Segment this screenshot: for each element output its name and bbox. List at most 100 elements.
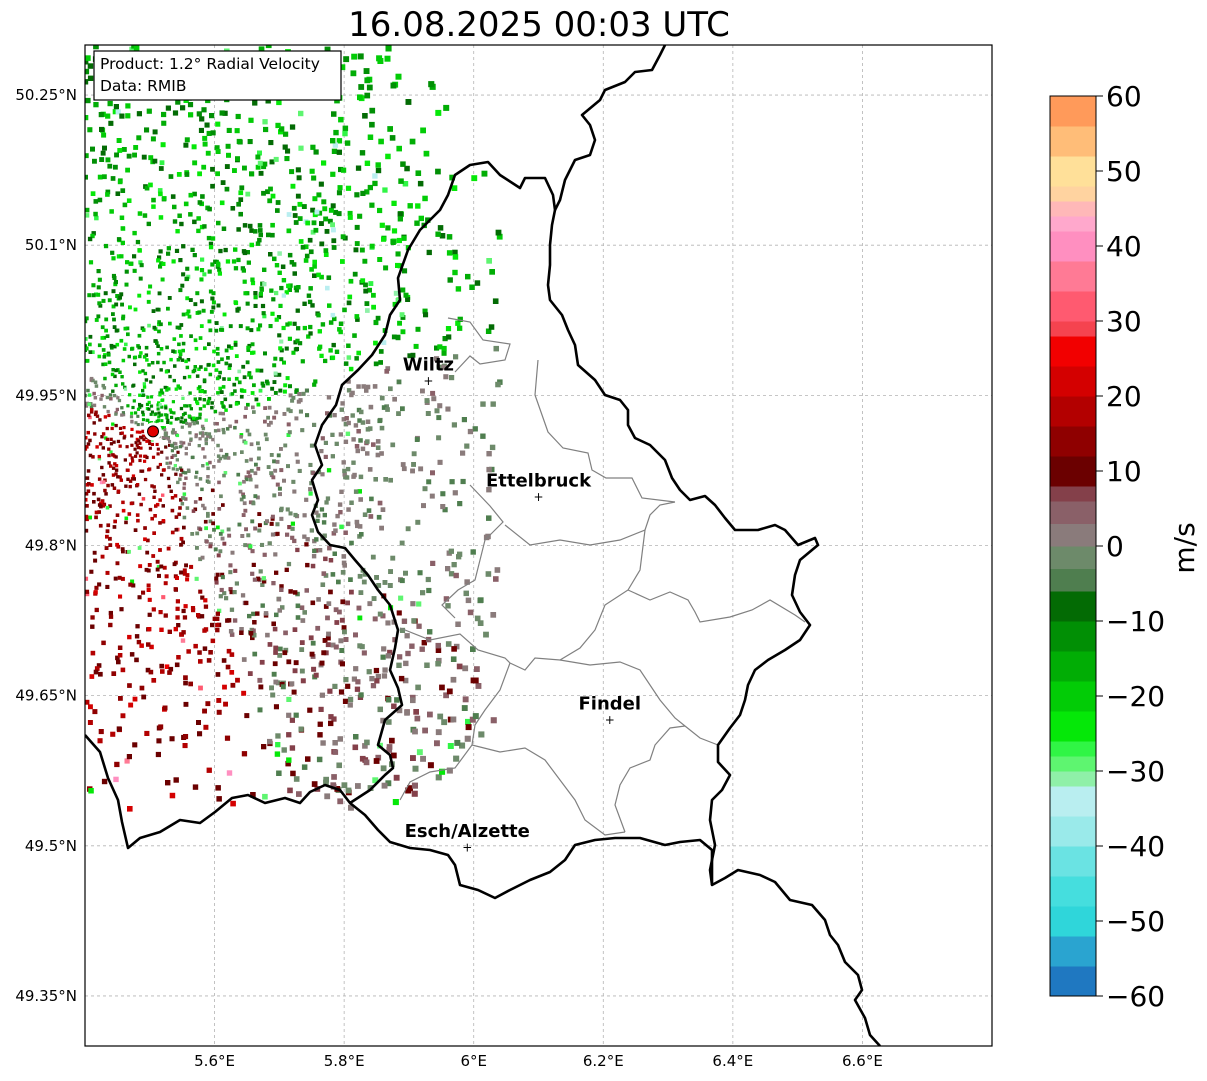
map-panel[interactable]: +Wiltz+Ettelbruck+Findel+Esch/Alzette Pr…	[83, 42, 993, 1047]
velocity-pixel	[100, 465, 104, 470]
velocity-pixel	[381, 646, 387, 652]
velocity-pixel	[178, 386, 182, 390]
velocity-pixel	[113, 282, 118, 287]
velocity-pixel	[378, 360, 383, 365]
velocity-pixel	[187, 374, 192, 379]
velocity-pixel	[164, 574, 169, 579]
velocity-pixel	[185, 311, 190, 316]
velocity-pixel	[359, 644, 365, 650]
velocity-pixel	[348, 278, 354, 284]
velocity-pixel	[183, 604, 188, 609]
velocity-pixel	[174, 248, 180, 253]
velocity-pixel	[325, 642, 331, 648]
velocity-pixel	[321, 650, 327, 656]
velocity-pixel	[334, 620, 340, 625]
velocity-pixel	[411, 782, 418, 789]
velocity-pixel	[271, 581, 276, 586]
velocity-pixel	[127, 512, 132, 516]
velocity-pixel	[93, 412, 98, 417]
velocity-pixel	[244, 527, 248, 532]
velocity-pixel	[156, 403, 160, 407]
velocity-pixel	[125, 113, 131, 119]
velocity-pixel	[113, 280, 118, 285]
velocity-pixel	[157, 291, 162, 296]
velocity-pixel	[195, 545, 199, 550]
velocity-pixel	[157, 188, 163, 193]
velocity-pixel	[216, 303, 221, 308]
velocity-pixel	[317, 732, 323, 738]
velocity-pixel	[256, 327, 261, 332]
velocity-pixel	[198, 385, 202, 389]
colorbar-tick-label: −60	[1106, 980, 1165, 1013]
velocity-pixel	[441, 719, 448, 726]
velocity-pixel	[266, 415, 270, 420]
velocity-pixel	[159, 388, 164, 392]
velocity-pixel	[291, 395, 296, 400]
velocity-pixel	[357, 94, 363, 101]
velocity-pixel	[121, 358, 126, 363]
velocity-pixel	[311, 175, 317, 181]
velocity-pixel	[379, 451, 384, 456]
velocity-pixel	[314, 510, 319, 515]
velocity-pixel	[151, 678, 157, 683]
velocity-pixel	[443, 692, 449, 699]
velocity-pixel	[254, 484, 259, 489]
velocity-pixel	[178, 288, 183, 293]
velocity-pixel	[185, 573, 190, 578]
velocity-pixel	[390, 82, 397, 89]
velocity-pixel	[448, 548, 454, 554]
velocity-pixel	[137, 546, 142, 550]
velocity-pixel	[377, 257, 383, 262]
velocity-pixel	[280, 605, 285, 610]
velocity-pixel	[243, 508, 248, 513]
velocity-pixel	[88, 334, 93, 339]
velocity-pixel	[385, 620, 391, 626]
velocity-pixel	[385, 407, 390, 412]
velocity-pixel	[445, 566, 451, 572]
velocity-pixel	[158, 610, 163, 615]
velocity-pixel	[208, 245, 214, 250]
velocity-pixel	[99, 157, 105, 162]
velocity-pixel	[360, 278, 366, 284]
velocity-pixel	[308, 286, 313, 291]
velocity-pixel	[181, 630, 186, 635]
velocity-pixel	[319, 274, 324, 280]
velocity-pixel	[316, 597, 321, 602]
velocity-pixel	[364, 92, 371, 99]
velocity-pixel	[480, 433, 486, 439]
velocity-pixel	[111, 671, 117, 676]
velocity-pixel	[198, 497, 203, 501]
velocity-pixel	[122, 426, 126, 430]
velocity-pixel	[200, 194, 205, 199]
velocity-pixel	[105, 426, 109, 431]
velocity-pixel	[145, 402, 150, 406]
velocity-pixel	[218, 532, 223, 536]
velocity-pixel	[299, 605, 305, 610]
velocity-pixel	[220, 575, 225, 580]
velocity-pixel	[126, 332, 130, 337]
velocity-pixel	[94, 292, 98, 297]
velocity-pixel	[335, 513, 340, 519]
velocity-pixel	[236, 201, 241, 207]
velocity-pixel	[441, 364, 447, 370]
velocity-pixel	[129, 501, 134, 506]
velocity-pixel	[202, 224, 207, 229]
velocity-pixel	[437, 713, 444, 720]
velocity-pixel	[162, 360, 166, 365]
velocity-pixel	[323, 604, 329, 609]
velocity-pixel	[100, 499, 105, 503]
velocity-pixel	[312, 548, 317, 554]
velocity-pixel	[310, 144, 316, 150]
velocity-pixel	[203, 627, 209, 632]
velocity-pixel	[118, 475, 122, 479]
velocity-pixel	[325, 615, 330, 621]
velocity-pixel	[286, 407, 291, 412]
velocity-pixel	[97, 477, 102, 481]
velocity-pixel	[85, 97, 91, 104]
velocity-pixel	[136, 135, 142, 141]
velocity-pixel	[377, 500, 383, 506]
velocity-pixel	[146, 290, 151, 295]
velocity-pixel	[453, 354, 459, 360]
velocity-pixel	[291, 689, 297, 695]
velocity-pixel	[92, 709, 98, 715]
